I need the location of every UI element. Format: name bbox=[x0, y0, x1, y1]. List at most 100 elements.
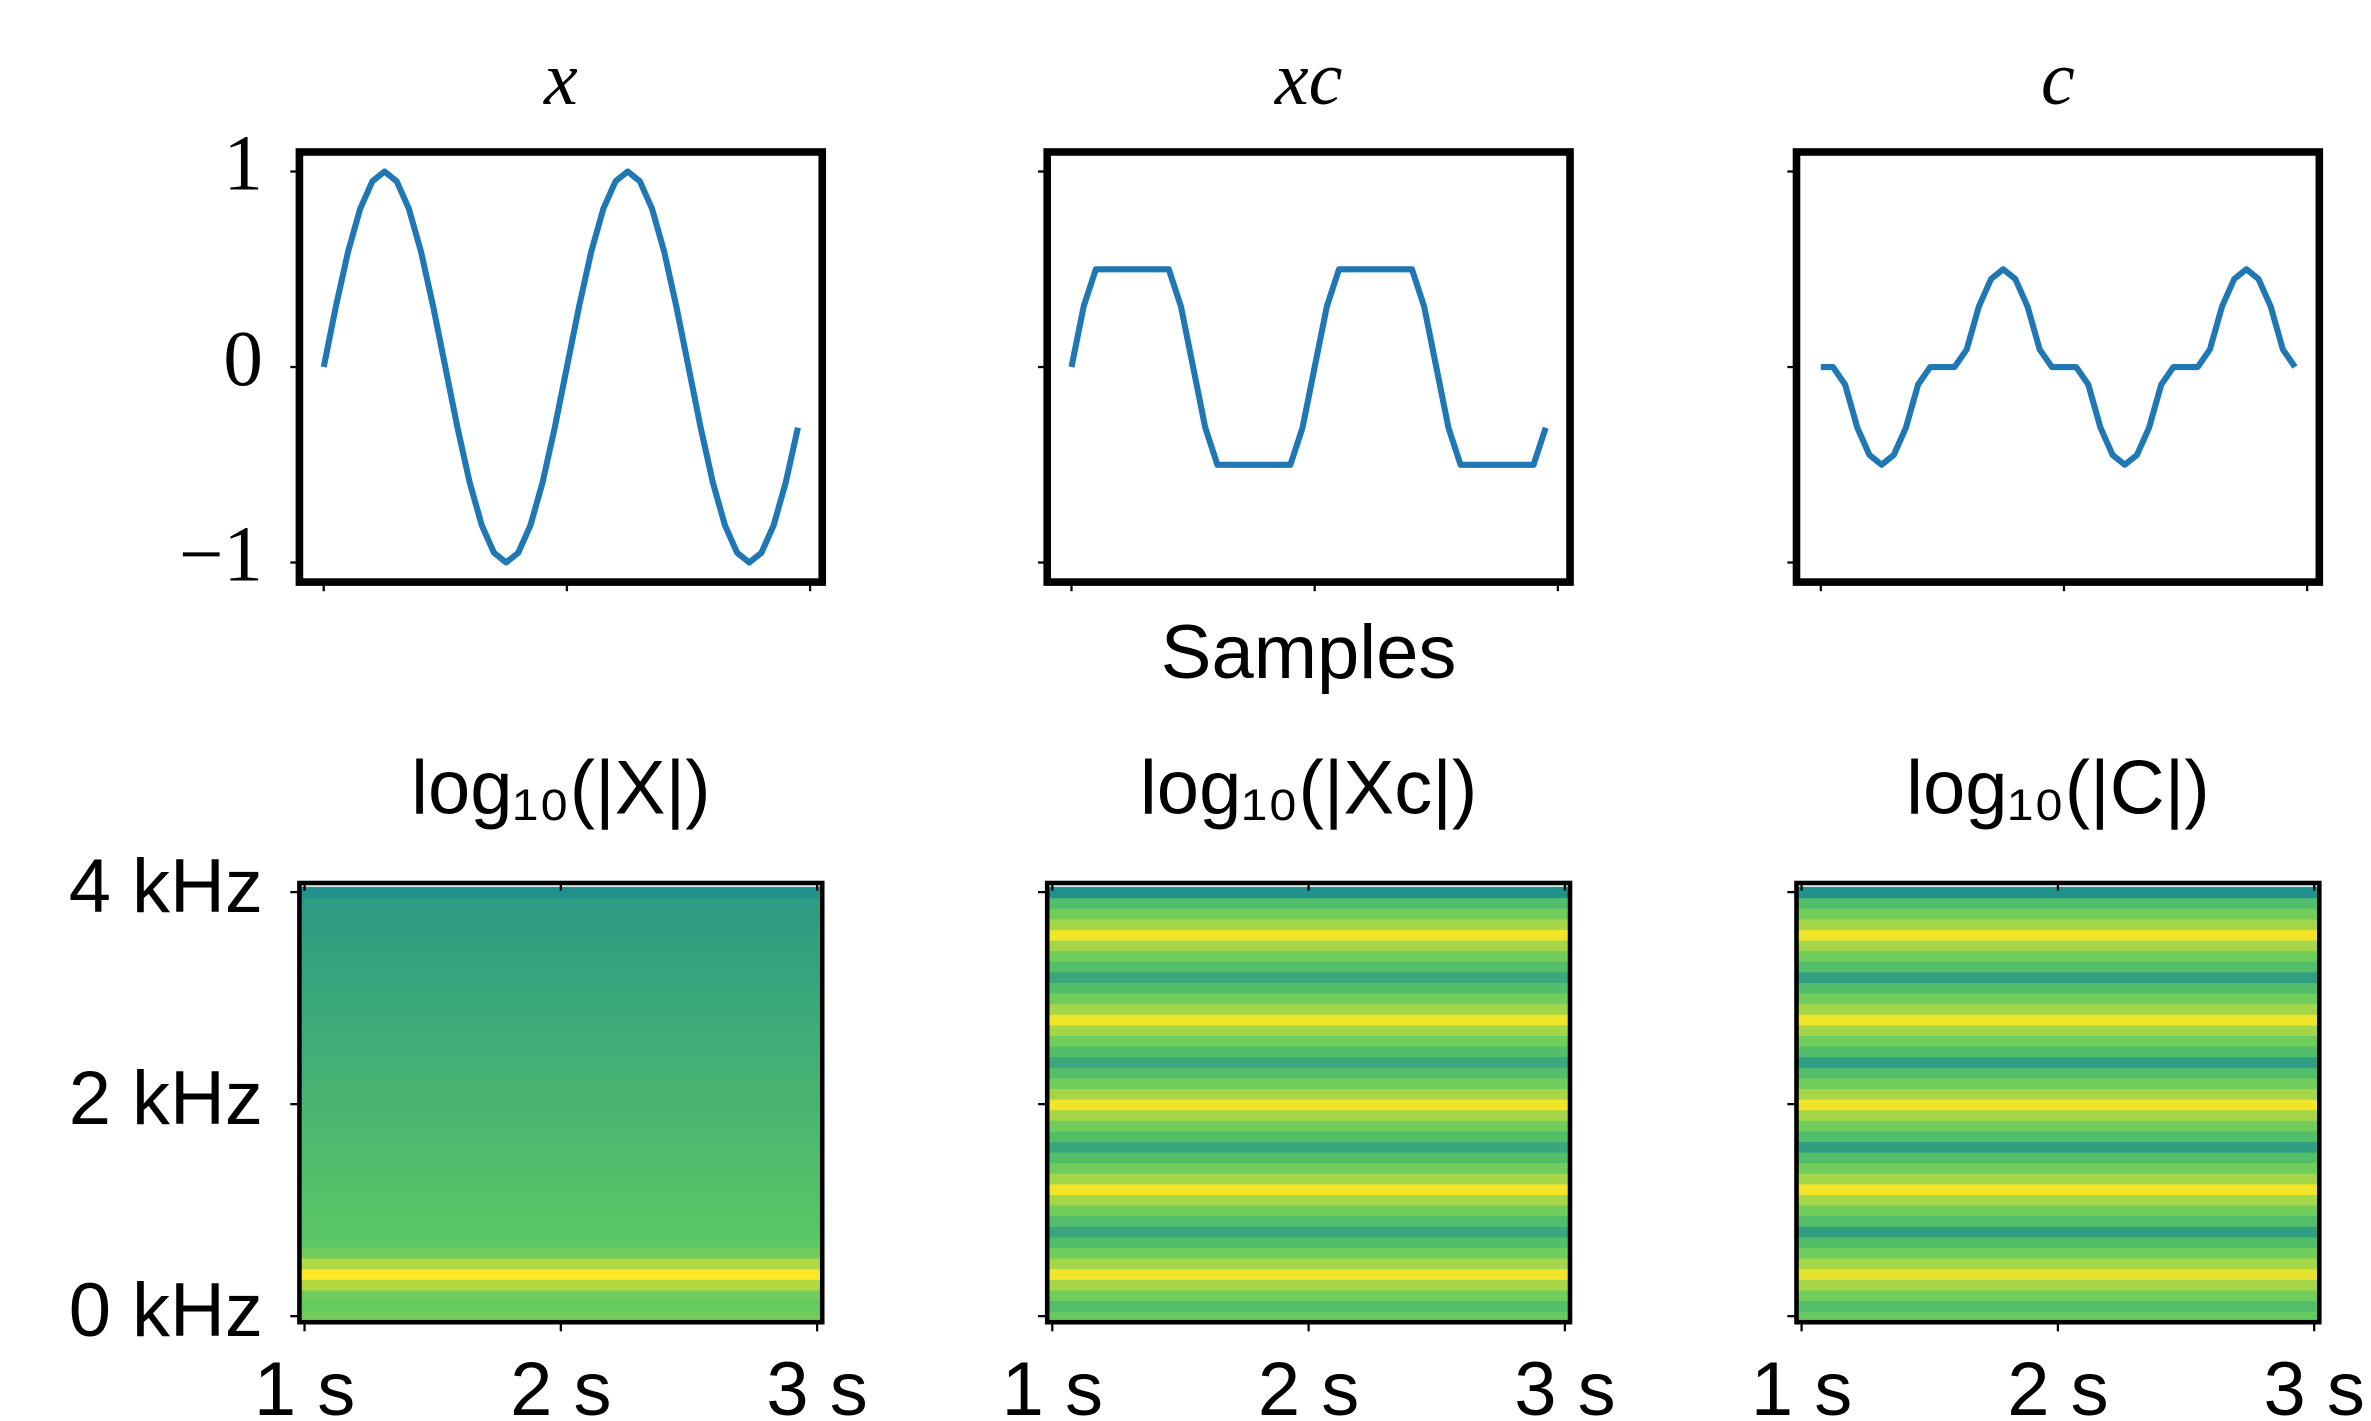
heatmap-cell bbox=[1047, 886, 1571, 899]
heatmap-cell bbox=[1796, 1300, 2320, 1312]
heatmap-cell bbox=[299, 1077, 823, 1089]
heatmap-cell bbox=[1047, 1130, 1571, 1143]
heatmap-cell bbox=[299, 908, 823, 920]
heatmap-cell bbox=[1047, 1088, 1571, 1100]
heatmap-cell bbox=[299, 1056, 823, 1068]
heatmap-cell bbox=[1047, 929, 1571, 941]
subplot-title: c bbox=[2041, 37, 2075, 121]
heatmap-cell bbox=[299, 1098, 823, 1111]
heatmap-cell bbox=[1796, 908, 2320, 920]
heatmap-cell bbox=[1796, 1204, 2320, 1217]
heatmap-cell bbox=[1047, 1141, 1571, 1153]
heatmap bbox=[1047, 886, 1571, 1323]
heatmap-cell bbox=[1047, 1077, 1571, 1089]
heatmap-cell bbox=[1796, 886, 2320, 899]
heatmap-cell bbox=[1047, 1109, 1571, 1121]
x-tick-label: 1 s bbox=[1751, 1347, 1852, 1421]
heatmap-cell bbox=[1047, 971, 1571, 983]
heatmap-cell bbox=[299, 1120, 823, 1132]
heatmap-cell bbox=[1796, 1003, 2320, 1015]
heatmap-cell bbox=[1796, 1077, 2320, 1089]
heatmap-cell bbox=[299, 1162, 823, 1174]
heatmap-cell bbox=[1047, 897, 1571, 909]
heatmap-cell bbox=[1047, 1162, 1571, 1174]
heatmap-cell bbox=[1796, 961, 2320, 973]
heatmap-cell bbox=[1047, 908, 1571, 920]
heatmap-cell bbox=[1796, 1056, 2320, 1068]
heatmap-cell bbox=[1047, 1194, 1571, 1206]
subplot-title: log₁₀(|X|) bbox=[411, 745, 710, 830]
heatmap-cell bbox=[299, 1236, 823, 1249]
heatmap-cell bbox=[299, 929, 823, 941]
heatmap-cell bbox=[1047, 1257, 1571, 1270]
y-tick-label: 4 kHz bbox=[69, 844, 263, 929]
heatmap-cell bbox=[1796, 1151, 2320, 1164]
heatmap-cell bbox=[1796, 1257, 2320, 1270]
heatmap-cell bbox=[299, 1215, 823, 1227]
heatmap-cell bbox=[1796, 929, 2320, 941]
heatmap-cell bbox=[1047, 1226, 1571, 1238]
heatmap-cell bbox=[299, 1045, 823, 1058]
heatmap-cell bbox=[1796, 1247, 2320, 1259]
heatmap-cell bbox=[1047, 1098, 1571, 1111]
line-series bbox=[1068, 266, 1549, 468]
heatmap-cell bbox=[1047, 1268, 1571, 1280]
heatmap-cell bbox=[1047, 1289, 1571, 1302]
heatmap-cell bbox=[1796, 1130, 2320, 1143]
heatmap-cell bbox=[1047, 1035, 1571, 1047]
heatmap-cell bbox=[1047, 1120, 1571, 1132]
heatmap-cell bbox=[299, 992, 823, 1005]
heatmap-cell bbox=[299, 1141, 823, 1153]
heatmap-cell bbox=[1047, 1300, 1571, 1312]
heatmap-cell bbox=[1796, 1310, 2320, 1323]
heatmap bbox=[299, 886, 823, 1323]
heatmap-cell bbox=[299, 1268, 823, 1280]
heatmap-cell bbox=[299, 982, 823, 994]
heatmap-cell bbox=[1047, 1215, 1571, 1227]
axes-frame bbox=[295, 148, 827, 586]
y-tick-label: 0 bbox=[223, 316, 263, 403]
heatmap-cell bbox=[1047, 950, 1571, 962]
heatmap-cell bbox=[299, 1035, 823, 1047]
heatmap-cell bbox=[1047, 918, 1571, 930]
heatmap-cell bbox=[299, 1247, 823, 1259]
x-tick-label: 2 s bbox=[2007, 1347, 2108, 1421]
subplot-title: xc bbox=[1274, 37, 1342, 121]
heatmap-cell bbox=[1047, 1173, 1571, 1185]
heatmap-cell bbox=[299, 1088, 823, 1100]
heatmap-cell bbox=[299, 1109, 823, 1121]
heatmap-cell bbox=[299, 1310, 823, 1323]
heatmap-cell bbox=[299, 897, 823, 909]
heatmap-cell bbox=[299, 1183, 823, 1196]
heatmap-cell bbox=[299, 1151, 823, 1164]
axes-frame bbox=[1043, 148, 1574, 586]
heatmap-cell bbox=[299, 1024, 823, 1036]
heatmap-cell bbox=[1796, 1279, 2320, 1291]
line-series bbox=[320, 168, 801, 566]
heatmap-cell bbox=[1047, 1236, 1571, 1249]
heatmap-cell bbox=[299, 1257, 823, 1270]
heatmap-cell bbox=[1796, 939, 2320, 952]
heatmap-cell bbox=[1796, 950, 2320, 962]
x-axis-label: Samples bbox=[1161, 610, 1457, 695]
heatmap-cell bbox=[1796, 982, 2320, 994]
heatmap-cell bbox=[1796, 1035, 2320, 1047]
heatmap-cell bbox=[299, 1014, 823, 1026]
heatmap-cell bbox=[1047, 1056, 1571, 1068]
heatmap-cell bbox=[299, 1289, 823, 1302]
heatmap-cell bbox=[299, 1300, 823, 1312]
heatmap-cell bbox=[299, 1194, 823, 1206]
subplot-title: x bbox=[543, 37, 578, 121]
heatmap-cell bbox=[1796, 1109, 2320, 1121]
heatmap-cell bbox=[1796, 1215, 2320, 1227]
y-tick-label: 2 kHz bbox=[69, 1056, 263, 1141]
line-series bbox=[1820, 266, 2298, 468]
heatmap-cell bbox=[1796, 1268, 2320, 1280]
subplot: log₁₀(|Xc|) 1 s 2 s 3 s bbox=[1002, 745, 1616, 1421]
heatmap-cell bbox=[299, 918, 823, 930]
heatmap-cell bbox=[1047, 1024, 1571, 1036]
heatmap-cell bbox=[1047, 1204, 1571, 1217]
subplot: log₁₀(|C|) 1 s 2 s 3 s bbox=[1751, 745, 2365, 1421]
heatmap-cell bbox=[299, 1226, 823, 1238]
